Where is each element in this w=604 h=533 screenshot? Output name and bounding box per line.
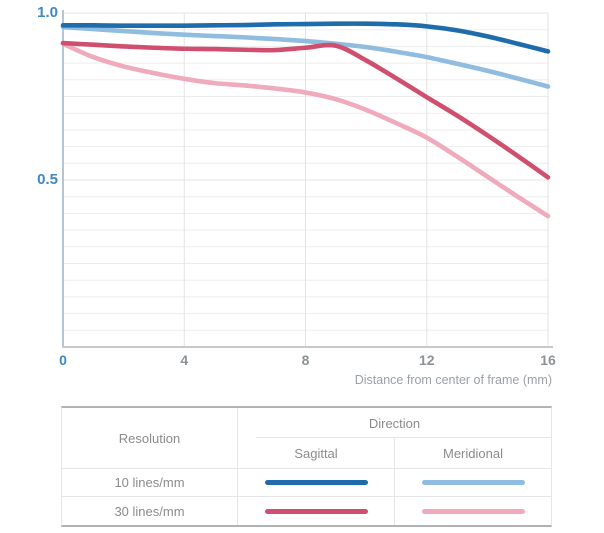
- legend-line-10-meridional: [421, 480, 525, 485]
- row-label-30-lines-text: 30 lines/mm: [114, 503, 185, 519]
- y-tick-label-1.0: 1.0: [37, 4, 58, 21]
- legend-line-30-sagittal: [264, 508, 368, 514]
- meridional-column-label: Meridional: [443, 445, 503, 461]
- y-tick-label-0.5: 0.5: [37, 171, 58, 188]
- row-label-10-lines-text: 10 lines/mm: [114, 475, 185, 490]
- legend-table: Resolution Direction Sagittal Meridional…: [61, 406, 552, 527]
- curve-10-lines-mm-sagittal: [60, 21, 551, 54]
- x-tick-label-8: 8: [301, 352, 310, 368]
- direction-header-label: Direction: [368, 415, 421, 431]
- resolution-header-cell: Resolution: [62, 408, 238, 468]
- mtf-line-chart-canvas: [60, 10, 553, 348]
- legend-cell-30-meridional: [395, 496, 551, 525]
- sagittal-column-header: Sagittal: [238, 438, 395, 468]
- meridional-column-header: Meridional: [395, 438, 551, 468]
- direction-header-cell: Direction: [238, 408, 551, 438]
- curve-30-lines-mm-sagittal: [60, 40, 551, 180]
- curve-30-lines-mm-meridional: [60, 41, 551, 219]
- legend-line-10-sagittal: [264, 480, 368, 485]
- row-label-10-lines: 10 lines/mm: [62, 468, 238, 496]
- legend-cell-10-meridional: [395, 468, 551, 496]
- legend-line-30-meridional: [421, 508, 525, 514]
- row-label-30-lines: 30 lines/mm: [62, 496, 238, 525]
- x-axis-title: Distance from center of frame (mm): [354, 373, 552, 387]
- legend-cell-30-sagittal: [238, 496, 395, 525]
- x-tick-label-4: 4: [180, 352, 189, 368]
- x-tick-label-0: 0: [59, 352, 67, 368]
- x-tick-label-12: 12: [418, 352, 435, 368]
- mtf-chart: 1.0 0.5 0 4 8 12 16 Distance from center…: [37, 4, 556, 388]
- resolution-header-label: Resolution: [118, 430, 181, 446]
- x-tick-label-16: 16: [540, 352, 556, 368]
- curve-10-lines-mm-meridional: [60, 24, 551, 89]
- sagittal-column-label: Sagittal: [294, 445, 338, 461]
- legend-cell-10-sagittal: [238, 468, 395, 496]
